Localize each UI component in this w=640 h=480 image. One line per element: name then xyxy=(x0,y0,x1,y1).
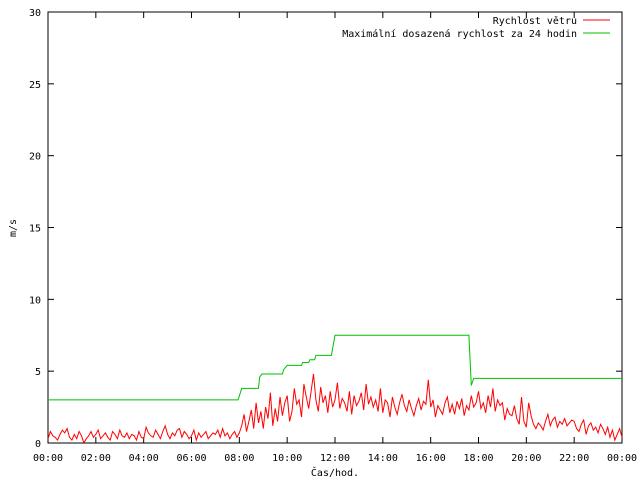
x-tick-label: 22:00 xyxy=(559,453,589,464)
y-tick-label: 20 xyxy=(29,152,41,163)
y-tick-label: 10 xyxy=(29,295,41,306)
x-tick-label: 14:00 xyxy=(368,453,398,464)
x-tick-label: 04:00 xyxy=(129,453,159,464)
x-tick-label: 12:00 xyxy=(320,453,350,464)
x-tick-label: 06:00 xyxy=(176,453,206,464)
x-axis: 00:00 02:00 04:00 06:00 08:00 10:00 12:00 14:00… xyxy=(33,12,637,464)
x-tick-label: 16:00 xyxy=(416,453,446,464)
x-tick-label: 00:00 xyxy=(607,453,637,464)
x-axis-title: Čas/hod. xyxy=(311,466,359,479)
legend: Rychlost větru Maximální dosazená rychlo… xyxy=(342,15,610,40)
y-tick-label: 25 xyxy=(29,80,41,91)
y-tick-label: 30 xyxy=(29,8,41,19)
legend-label-wind-speed: Rychlost větru xyxy=(493,15,577,27)
series-line-wind-speed xyxy=(47,373,623,445)
x-tick-label: 10:00 xyxy=(272,453,302,464)
y-axis: 0 5 10 15 20 25 30 xyxy=(29,8,622,450)
legend-label-max-speed: Maximální dosazená rychlost za 24 hodin xyxy=(342,28,577,40)
x-tick-label: 08:00 xyxy=(224,453,254,464)
series-line-max-speed xyxy=(48,334,622,401)
x-tick-label: 18:00 xyxy=(463,453,493,464)
y-tick-label: 5 xyxy=(35,367,41,378)
y-tick-label: 15 xyxy=(29,224,41,235)
x-tick-label: 02:00 xyxy=(81,453,111,464)
y-axis-title: m/s xyxy=(8,219,19,237)
series-layer xyxy=(47,334,623,445)
x-tick-label: 00:00 xyxy=(33,453,63,464)
x-tick-label: 20:00 xyxy=(511,453,541,464)
y-tick-label: 0 xyxy=(35,439,41,450)
